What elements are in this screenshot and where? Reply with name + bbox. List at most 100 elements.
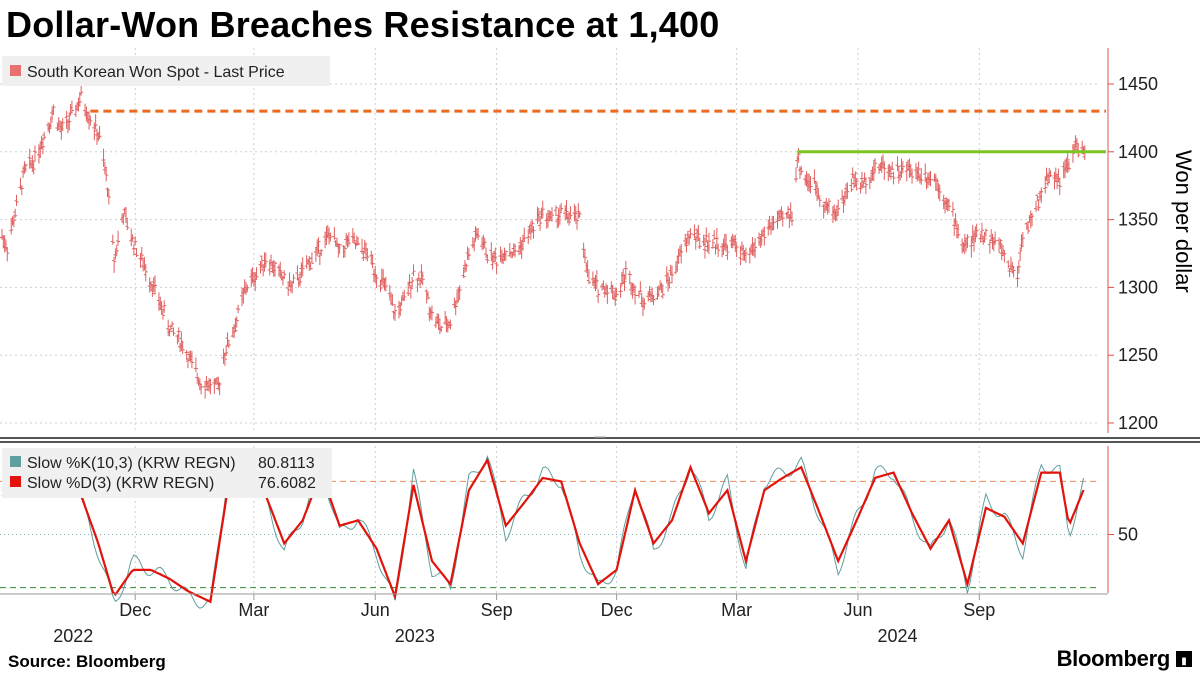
price-bar — [891, 171, 896, 185]
price-bar — [993, 231, 998, 246]
price-bar — [370, 254, 375, 269]
price-bar — [374, 274, 379, 288]
price-bar — [225, 332, 230, 347]
price-bar — [328, 232, 333, 242]
price-bar — [619, 272, 624, 287]
price-bar — [133, 236, 138, 246]
price-bar — [125, 219, 130, 231]
price-bar — [808, 176, 813, 194]
price-bar — [130, 234, 135, 242]
x-year-label: 2024 — [878, 626, 918, 646]
price-bar — [1057, 178, 1062, 196]
price-bar — [494, 261, 499, 274]
price-bar — [13, 208, 18, 218]
price-bar — [582, 249, 587, 264]
price-bar — [180, 340, 185, 355]
price-bar — [713, 244, 718, 255]
price-bar — [346, 232, 351, 247]
price-bar — [974, 223, 979, 238]
price-bar — [684, 237, 689, 253]
price-bar — [143, 263, 148, 282]
price-bar — [64, 110, 69, 129]
x-tick-labels: Dec Mar Jun Sep Dec Mar Jun Sep 2022 2023 2024 — [53, 600, 995, 646]
price-bar — [577, 211, 582, 218]
price-bar — [364, 242, 369, 260]
price-bar — [14, 194, 19, 206]
price-bar — [919, 167, 924, 185]
price-bar — [688, 228, 693, 238]
price-bar — [743, 247, 748, 263]
price-bar — [356, 237, 361, 245]
price-bar — [557, 206, 562, 225]
price-bar — [753, 238, 758, 259]
price-bar — [166, 319, 171, 337]
y-tick-label: 1250 — [1118, 345, 1158, 365]
price-bar — [775, 210, 780, 229]
price-bar — [815, 181, 820, 201]
price-bar — [101, 148, 106, 167]
price-bar — [935, 178, 940, 192]
price-bar — [282, 270, 287, 280]
price-bar — [461, 267, 466, 279]
price-bar — [493, 247, 498, 262]
y-tick-label: 1200 — [1118, 413, 1158, 433]
price-bar — [485, 254, 490, 264]
price-bar — [520, 234, 525, 251]
x-tick-label: Mar — [238, 600, 269, 620]
price-bar — [950, 201, 955, 217]
price-bar — [882, 161, 887, 180]
price-bar — [540, 200, 545, 219]
price-bar — [863, 177, 868, 195]
price-bar — [226, 340, 231, 349]
y-tick-label: 1300 — [1118, 277, 1158, 297]
price-bar — [910, 168, 915, 184]
price-bar — [656, 285, 661, 296]
price-bar — [559, 202, 564, 212]
price-bar — [159, 300, 164, 315]
price-bar — [48, 116, 53, 130]
price-bar — [76, 97, 81, 112]
price-bar — [245, 284, 250, 293]
price-bar — [614, 288, 619, 298]
price-bar — [112, 256, 117, 273]
price-bar — [1030, 212, 1035, 227]
price-bar — [697, 237, 702, 250]
price-bar — [667, 276, 672, 289]
price-bar — [365, 248, 370, 262]
price-bar — [687, 233, 692, 246]
price-bar — [530, 219, 535, 233]
oscillator-legend: Slow %K(10,3) (KRW REGN) 80.8113 Slow %D… — [2, 448, 332, 498]
price-bar — [969, 237, 974, 258]
resistance-lines — [90, 109, 1106, 154]
bloomberg-logo: Bloomberg ▮ — [1057, 646, 1192, 672]
price-bar — [642, 298, 647, 310]
x-tick-label: Sep — [481, 600, 513, 620]
price-bar — [102, 161, 107, 173]
price-bar — [420, 271, 425, 286]
price-bar — [928, 170, 933, 187]
price-bar — [605, 284, 610, 304]
price-bar — [106, 188, 111, 205]
price-bar — [337, 243, 342, 254]
price-bar — [457, 285, 462, 300]
price-bar — [184, 350, 189, 361]
price-bar — [60, 118, 65, 132]
price-bar — [633, 285, 638, 305]
price-bar — [407, 274, 412, 287]
k-legend-swatch — [10, 456, 21, 467]
price-bar — [669, 265, 674, 284]
price-bar — [150, 284, 155, 298]
price-bar — [916, 161, 921, 180]
price-bar — [300, 257, 305, 277]
price-bar — [817, 196, 822, 207]
price-bar — [482, 237, 487, 249]
price-bar — [254, 267, 259, 280]
price-bar — [610, 285, 615, 300]
price-bar — [30, 155, 35, 173]
price-bar — [195, 372, 200, 382]
price-bar — [332, 227, 337, 240]
price-bar — [573, 205, 578, 222]
price-bar — [937, 184, 942, 202]
price-bar — [1020, 231, 1025, 247]
price-bar — [56, 117, 61, 130]
